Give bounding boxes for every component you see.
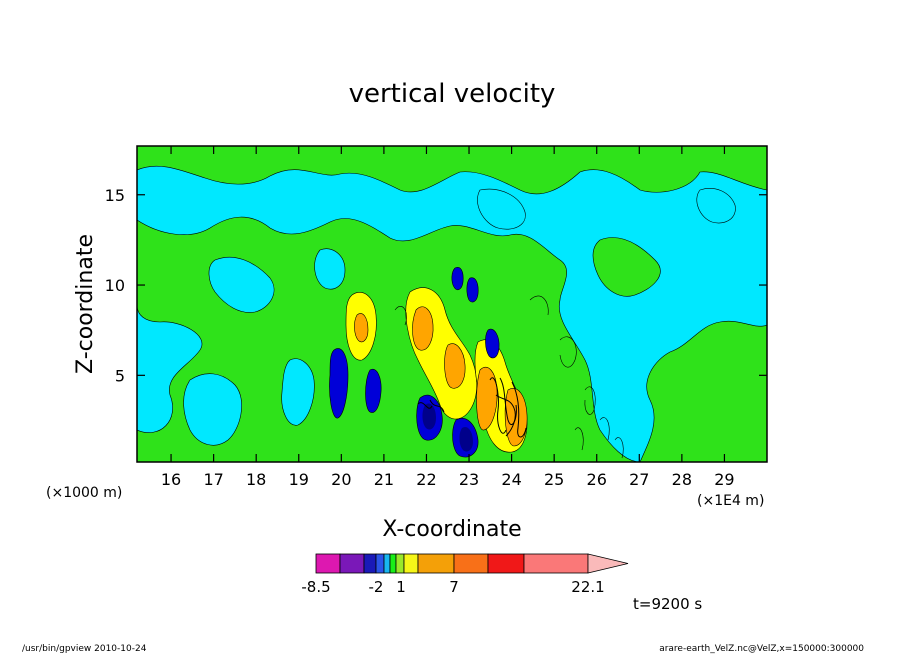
colorbar-tick-label: -2 [369,578,384,596]
darkblue-core-2 [459,426,473,452]
x-unit-right-label: (×1E4 m) [697,493,764,509]
cyan-island-far-right [696,188,736,224]
cyan-island-mid [314,248,346,290]
colorbar-tick-label: -8.5 [301,578,330,596]
blue-downdraft-3 [451,267,464,291]
x-tick-label: 19 [289,470,309,489]
green-region-top [137,146,767,195]
cyan-island-upper-right [477,188,526,230]
x-tick-label: 23 [459,470,479,489]
x-axis-ticks: 16 17 18 19 20 21 22 23 24 25 26 27 28 29 [161,146,735,489]
minor-contour-lines [394,295,624,459]
colorbar-tick-label: 22.1 [571,578,604,596]
orange-core-3 [476,366,498,431]
colorbar-segment [315,553,341,574]
colorbar-segment [363,553,377,574]
green-region-right [639,320,767,462]
colorbar-segment [523,553,589,574]
dense-contour-lines [417,377,527,438]
x-tick-label: 18 [246,470,266,489]
orange-core-5 [354,313,369,343]
y-tick-label: 5 [115,366,125,385]
colorbar-tick-label: 1 [396,578,406,596]
darkblue-core-1 [422,403,436,430]
x-tick-label: 25 [544,470,564,489]
x-tick-label: 20 [331,470,351,489]
chart-title: vertical velocity [349,79,556,109]
x-tick-label: 17 [203,470,223,489]
x-unit-left-label: (×1000 m) [46,485,122,501]
x-tick-label: 28 [672,470,692,489]
x-tick-label: 26 [587,470,607,489]
x-tick-label: 22 [416,470,436,489]
colorbar-segment [453,553,489,574]
y-axis-title: Z-coordinate [73,234,98,374]
colorbar-segment [487,553,525,574]
orange-core-2 [444,343,466,389]
y-tick-label: 15 [105,186,125,205]
cyan-island-top [208,256,275,313]
colorbar-extend-arrow [587,553,629,574]
blue-downdraft-1 [329,348,349,419]
x-tick-label: 27 [629,470,649,489]
green-region-mid-right [592,237,661,297]
colorbar-segment [339,553,365,574]
blue-downdraft-6 [485,328,500,359]
x-tick-label: 29 [714,470,734,489]
y-tick-label: 10 [105,276,125,295]
colorbar-segment [417,553,455,574]
blue-downdraft-2 [365,368,382,413]
cyan-island-center-left [281,358,315,426]
time-label: t=9200 s [633,595,702,613]
colorbar [315,553,629,574]
colorbar-segment [403,553,419,574]
blue-downdraft-7 [466,277,479,303]
cyan-island-left [183,373,242,446]
plot-frame [136,145,768,463]
colorbar-segment [375,553,385,574]
contour-field [137,146,767,462]
x-axis-title: X-coordinate [382,517,521,542]
y-axis-ticks: 5 10 15 [105,186,767,385]
footer-left: /usr/bin/gpview 2010-10-24 [22,644,147,654]
colorbar-segment [383,553,391,574]
orange-core-1 [412,306,434,351]
footer-right: arare-earth_VelZ.nc@VelZ,x=150000:300000 [659,644,864,654]
colorbar-segment [389,553,397,574]
colorbar-tick-labels: -8.5 -2 1 7 22.1 [301,578,604,596]
colorbar-tick-label: 7 [449,578,459,596]
x-tick-label: 21 [374,470,394,489]
x-tick-label: 24 [501,470,521,489]
colorbar-segment [395,553,405,574]
x-tick-label: 16 [161,470,181,489]
